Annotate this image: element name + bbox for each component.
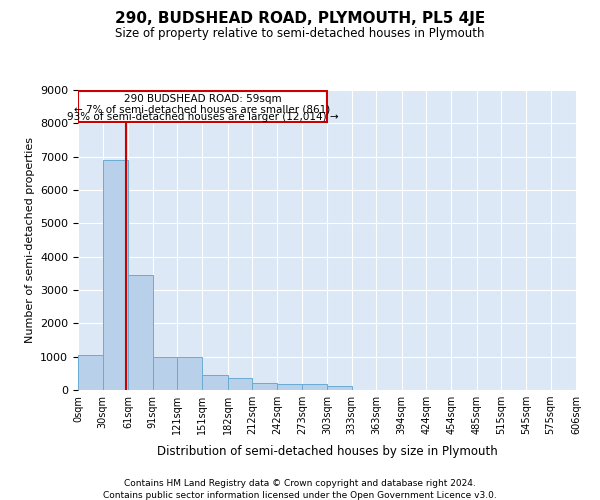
Bar — [252, 384, 277, 390]
Bar — [277, 384, 302, 390]
Bar — [153, 356, 178, 390]
Bar — [103, 160, 128, 390]
Bar — [227, 378, 252, 390]
Text: 290, BUDSHEAD ROAD, PLYMOUTH, PL5 4JE: 290, BUDSHEAD ROAD, PLYMOUTH, PL5 4JE — [115, 11, 485, 26]
Bar — [178, 356, 202, 390]
Bar — [202, 375, 227, 390]
Bar — [78, 355, 103, 390]
Text: Contains HM Land Registry data © Crown copyright and database right 2024.: Contains HM Land Registry data © Crown c… — [124, 479, 476, 488]
Text: 290 BUDSHEAD ROAD: 59sqm: 290 BUDSHEAD ROAD: 59sqm — [124, 94, 281, 104]
Bar — [327, 386, 352, 390]
Text: Contains public sector information licensed under the Open Government Licence v3: Contains public sector information licen… — [103, 491, 497, 500]
FancyBboxPatch shape — [78, 92, 327, 122]
Bar — [302, 384, 327, 390]
Text: ← 7% of semi-detached houses are smaller (861): ← 7% of semi-detached houses are smaller… — [74, 104, 331, 114]
Y-axis label: Number of semi-detached properties: Number of semi-detached properties — [25, 137, 35, 343]
Text: Size of property relative to semi-detached houses in Plymouth: Size of property relative to semi-detach… — [115, 28, 485, 40]
Text: 93% of semi-detached houses are larger (12,014) →: 93% of semi-detached houses are larger (… — [67, 112, 338, 122]
Bar — [128, 275, 153, 390]
X-axis label: Distribution of semi-detached houses by size in Plymouth: Distribution of semi-detached houses by … — [157, 446, 497, 458]
